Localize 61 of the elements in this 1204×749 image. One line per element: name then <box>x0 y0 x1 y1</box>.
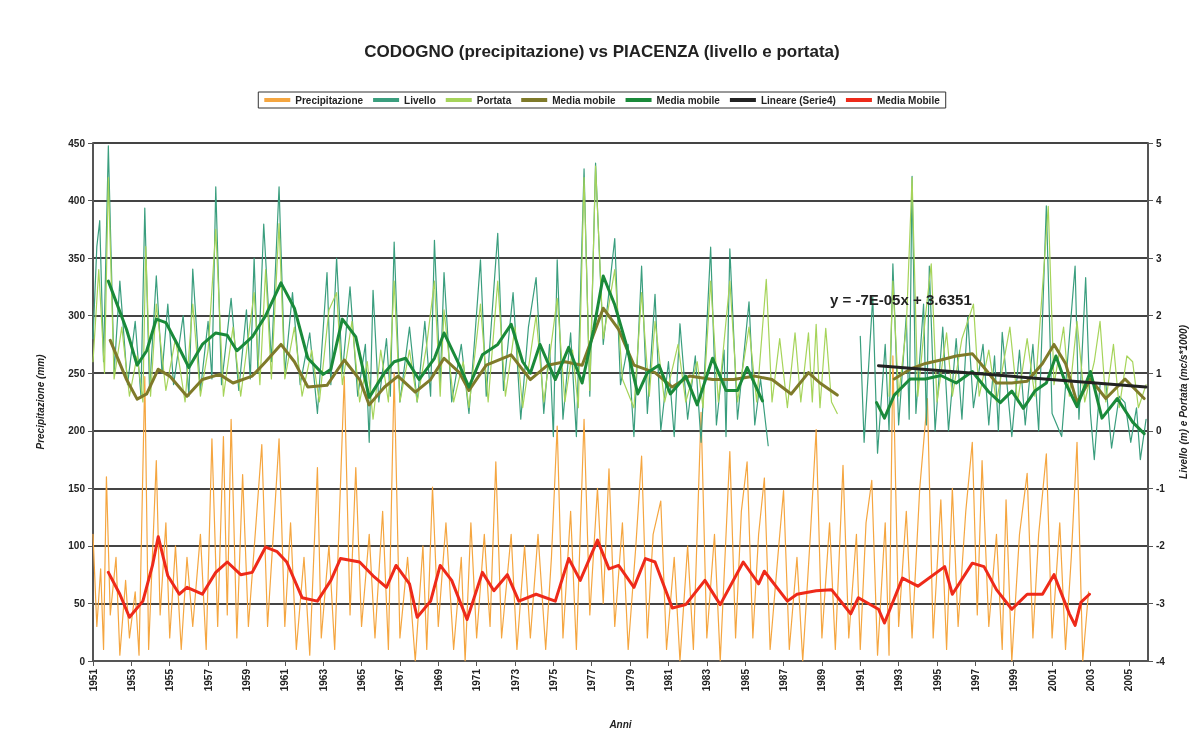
x-tick-label: 1951 <box>87 668 99 692</box>
x-tick-label: 1995 <box>931 668 943 692</box>
y2-tick-label: -1 <box>1156 482 1166 494</box>
x-tick-label: 1961 <box>279 668 291 692</box>
y-tick-label: 100 <box>68 540 86 552</box>
x-tick-label: 1983 <box>701 668 713 692</box>
x-tick-label: 1999 <box>1008 668 1020 692</box>
x-tick-label: 1979 <box>624 668 636 692</box>
x-tick-label: 1971 <box>471 668 483 692</box>
y-tick-label: 450 <box>68 137 86 149</box>
x-tick-label: 2001 <box>1046 668 1058 692</box>
x-tick-label: 1981 <box>662 668 674 692</box>
y-tick-label: 50 <box>73 597 86 609</box>
y-tick-label: 0 <box>79 655 86 667</box>
x-tick-label: 1977 <box>586 668 598 692</box>
y-tick-label: 400 <box>68 195 86 207</box>
x-tick-label: 1963 <box>317 668 329 692</box>
x-tick-label: 1989 <box>816 668 828 692</box>
y2-tick-label: -3 <box>1156 597 1166 609</box>
y2-tick-label: 1 <box>1156 367 1162 379</box>
legend-label: Media mobile <box>656 94 721 106</box>
y2-tick-label: 2 <box>1156 310 1162 322</box>
y2-axis-title: Livello (m) e Portata (mc/s*1000) <box>1177 324 1189 479</box>
x-tick-label: 2003 <box>1084 668 1096 692</box>
x-tick-label: 1975 <box>547 668 559 692</box>
legend-label: Portata <box>476 94 512 106</box>
x-tick-label: 1967 <box>394 668 406 692</box>
x-tick-label: 1987 <box>778 668 790 692</box>
y-tick-label: 250 <box>68 367 86 379</box>
y-tick-label: 200 <box>68 425 86 437</box>
x-tick-label: 2005 <box>1123 668 1135 692</box>
legend-label: Media Mobile <box>876 94 941 106</box>
y-tick-label: 300 <box>68 310 86 322</box>
x-tick-label: 1997 <box>969 668 981 692</box>
legend-label: Lineare (Serie4) <box>760 94 836 106</box>
y2-tick-label: -2 <box>1156 540 1166 552</box>
x-axis-title: Anni <box>608 718 632 730</box>
legend-label: Precipitazione <box>295 94 364 106</box>
y-tick-label: 350 <box>68 252 86 264</box>
line-series <box>92 355 1090 662</box>
x-tick-label: 1953 <box>125 668 137 692</box>
y-axis-title: Precipitazione (mm) <box>34 353 46 450</box>
x-tick-label: 1973 <box>509 668 521 692</box>
y2-tick-label: 5 <box>1156 137 1162 149</box>
x-tick-label: 1965 <box>356 668 368 692</box>
x-tick-label: 1959 <box>240 668 252 692</box>
y2-tick-label: -4 <box>1156 655 1166 667</box>
y2-tick-label: 0 <box>1156 425 1162 437</box>
x-tick-label: 1985 <box>739 668 751 692</box>
y2-tick-label: 3 <box>1156 252 1162 264</box>
x-tick-label: 1991 <box>854 668 866 692</box>
legend-label: Livello <box>404 94 436 106</box>
x-tick-label: 1955 <box>164 668 176 692</box>
x-tick-label: 1957 <box>202 668 214 692</box>
chart-title: CODOGNO (precipitazione) vs PIACENZA (livello e portata) <box>364 42 840 61</box>
legend-label: Media mobile <box>552 94 616 106</box>
x-tick-label: 1969 <box>432 668 444 692</box>
line-series <box>106 535 1091 627</box>
y2-tick-label: 4 <box>1156 195 1162 207</box>
y-tick-label: 150 <box>68 482 86 494</box>
x-tick-label: 1993 <box>893 668 905 692</box>
